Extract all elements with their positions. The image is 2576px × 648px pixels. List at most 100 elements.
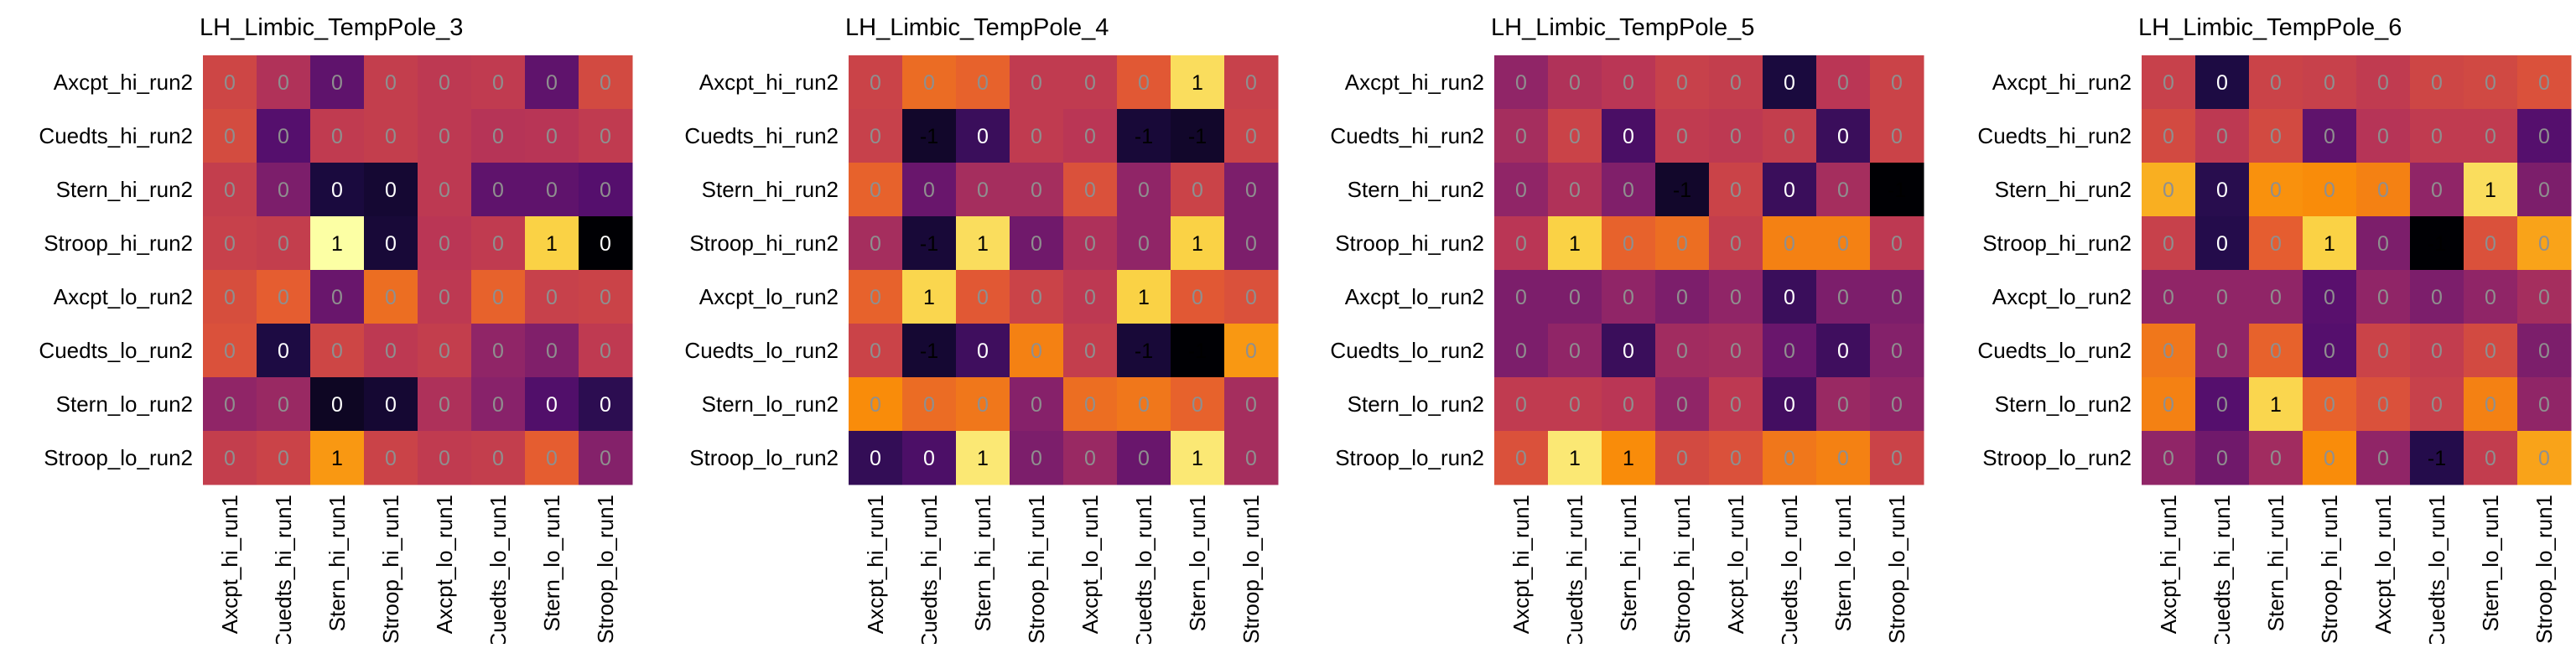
heatmap-cell — [1816, 55, 1871, 110]
cell-label: 1 — [1192, 232, 1203, 256]
heatmap-cell — [1816, 109, 1871, 163]
cell-label: 1 — [1569, 447, 1581, 470]
heatmap-cell — [579, 270, 633, 324]
y-tick-label: Stern_hi_run2 — [1348, 177, 1484, 202]
cell-label: 0 — [1084, 393, 1096, 417]
heatmap-cell — [2142, 55, 2196, 110]
cell-label: 0 — [977, 179, 989, 202]
heatmap-cell — [2249, 109, 2303, 163]
heatmap-cell — [1870, 216, 1924, 271]
heatmap-cell — [364, 324, 418, 378]
cell-label: 0 — [870, 125, 881, 148]
cell-label: 0 — [1138, 179, 1150, 202]
heatmap-cell — [2356, 431, 2411, 485]
x-tick-label: Stroop_lo_run1 — [593, 495, 618, 644]
heatmap-cell — [1063, 109, 1118, 163]
cell-label: 0 — [1730, 71, 1742, 95]
cell-label: 0 — [870, 286, 881, 309]
heatmap-cell — [525, 216, 579, 271]
heatmap-cell — [2356, 377, 2411, 432]
cell-label: 0 — [1192, 179, 1203, 202]
heatmap-cell — [364, 377, 418, 432]
heatmap-cell — [2142, 324, 2196, 378]
cell-label: 0 — [1891, 125, 1903, 148]
cell-label: 0 — [870, 71, 881, 95]
cell-label: 0 — [1515, 393, 1527, 417]
heatmap-panel-2: LH_Limbic_TempPole_4 0 0 0 0 0 0 1 0 0 -1 0 0 0 -1 -1 0 0… — [684, 14, 1279, 648]
cell-label: 0 — [278, 71, 289, 95]
cell-label: 0 — [331, 393, 343, 417]
x-tick-label: Axcpt_hi_run1 — [863, 495, 888, 634]
cell-label: 0 — [870, 179, 881, 202]
cell-label: 0 — [2270, 340, 2282, 363]
heatmap-cell — [418, 377, 472, 432]
heatmap-cell — [1494, 109, 1549, 163]
heatmap-cell — [2410, 270, 2464, 324]
x-tick-label: Stern_hi_run1 — [970, 495, 995, 631]
heatmap-cell — [1494, 377, 1549, 432]
heatmap-cell — [2142, 216, 2196, 271]
cell-label: 0 — [2377, 232, 2389, 256]
y-tick-label: Cuedts_hi_run2 — [39, 123, 193, 148]
cell-label: 0 — [2431, 125, 2443, 148]
cell-label: -1 — [1135, 340, 1153, 363]
heatmap-cell — [1117, 431, 1171, 485]
y-tick-label: Stern_hi_run2 — [1995, 177, 2132, 202]
x-tick-label: Cuedts_lo_run1 — [2424, 495, 2449, 644]
heatmap-panel-4: LH_Limbic_TempPole_6 0 0 0 0 0 0 0 0 0 0 0 0 0 0 0 0 0 0 0 0… — [1977, 14, 2572, 648]
y-tick-label: Stroop_lo_run2 — [689, 445, 839, 470]
cell-label: 0 — [2216, 125, 2228, 148]
heatmap-cell — [418, 270, 472, 324]
cell-label: 0 — [439, 232, 450, 256]
heatmap-cell — [1010, 55, 1064, 110]
heatmap-cell — [257, 55, 311, 110]
heatmap-cell — [956, 109, 1010, 163]
y-tick-label: Stroop_hi_run2 — [689, 231, 839, 256]
cell-label: 0 — [2431, 179, 2443, 202]
heatmap-cell — [849, 270, 903, 324]
cell-label: 0 — [278, 286, 289, 309]
heatmap-cell — [1870, 377, 1924, 432]
cell-label: 0 — [1569, 71, 1581, 95]
x-tick-label: Stern_hi_run1 — [1616, 495, 1641, 631]
heatmap-cell — [579, 109, 633, 163]
heatmap-panel-1: LH_Limbic_TempPole_3 0 0 0 0 0 0 0 0 0 0 0 0 0 0 0 0 0 0 0 0… — [39, 14, 633, 648]
cell-label: 0 — [2216, 340, 2228, 363]
cell-label: 1 — [1138, 286, 1150, 309]
heatmap-cell — [1224, 163, 1279, 217]
cell-label: 0 — [2163, 286, 2174, 309]
y-tick-label: Cuedts_lo_run2 — [39, 338, 193, 363]
heatmap-cell — [2356, 270, 2411, 324]
cell-label: 0 — [546, 125, 558, 148]
cell-label: 0 — [1676, 340, 1688, 363]
cell-label: 0 — [1676, 393, 1688, 417]
heatmap-cell — [1870, 163, 1924, 217]
heatmap-cell — [2195, 377, 2250, 432]
heatmap-cell — [471, 216, 526, 271]
cell-label: 0 — [1031, 286, 1042, 309]
heatmap-cell — [1010, 163, 1064, 217]
cell-label: 0 — [2538, 286, 2550, 309]
heatmap-cell — [1602, 216, 1656, 271]
heatmap-cell — [1010, 324, 1064, 378]
heatmap-cell — [1602, 270, 1656, 324]
cell-label: 0 — [600, 71, 611, 95]
cell-label: 0 — [600, 286, 611, 309]
x-tick-label: Axcpt_hi_run1 — [217, 495, 242, 634]
heatmap-cell — [364, 55, 418, 110]
cell-label: 0 — [546, 286, 558, 309]
heatmap-cell — [2410, 377, 2464, 432]
cell-label: 0 — [385, 393, 397, 417]
x-tick-label: Stroop_lo_run1 — [1239, 495, 1264, 644]
heatmap-cell — [849, 109, 903, 163]
cell-label: 0 — [492, 340, 504, 363]
heatmap-cell — [471, 377, 526, 432]
heatmap-cell — [2410, 431, 2464, 485]
cell-label: 0 — [1837, 125, 1849, 148]
heatmap-cell — [257, 324, 311, 378]
heatmap-cell — [471, 324, 526, 378]
cell-label: 0 — [385, 340, 397, 363]
heatmap-cell — [2195, 431, 2250, 485]
cell-label: 0 — [1623, 179, 1634, 202]
